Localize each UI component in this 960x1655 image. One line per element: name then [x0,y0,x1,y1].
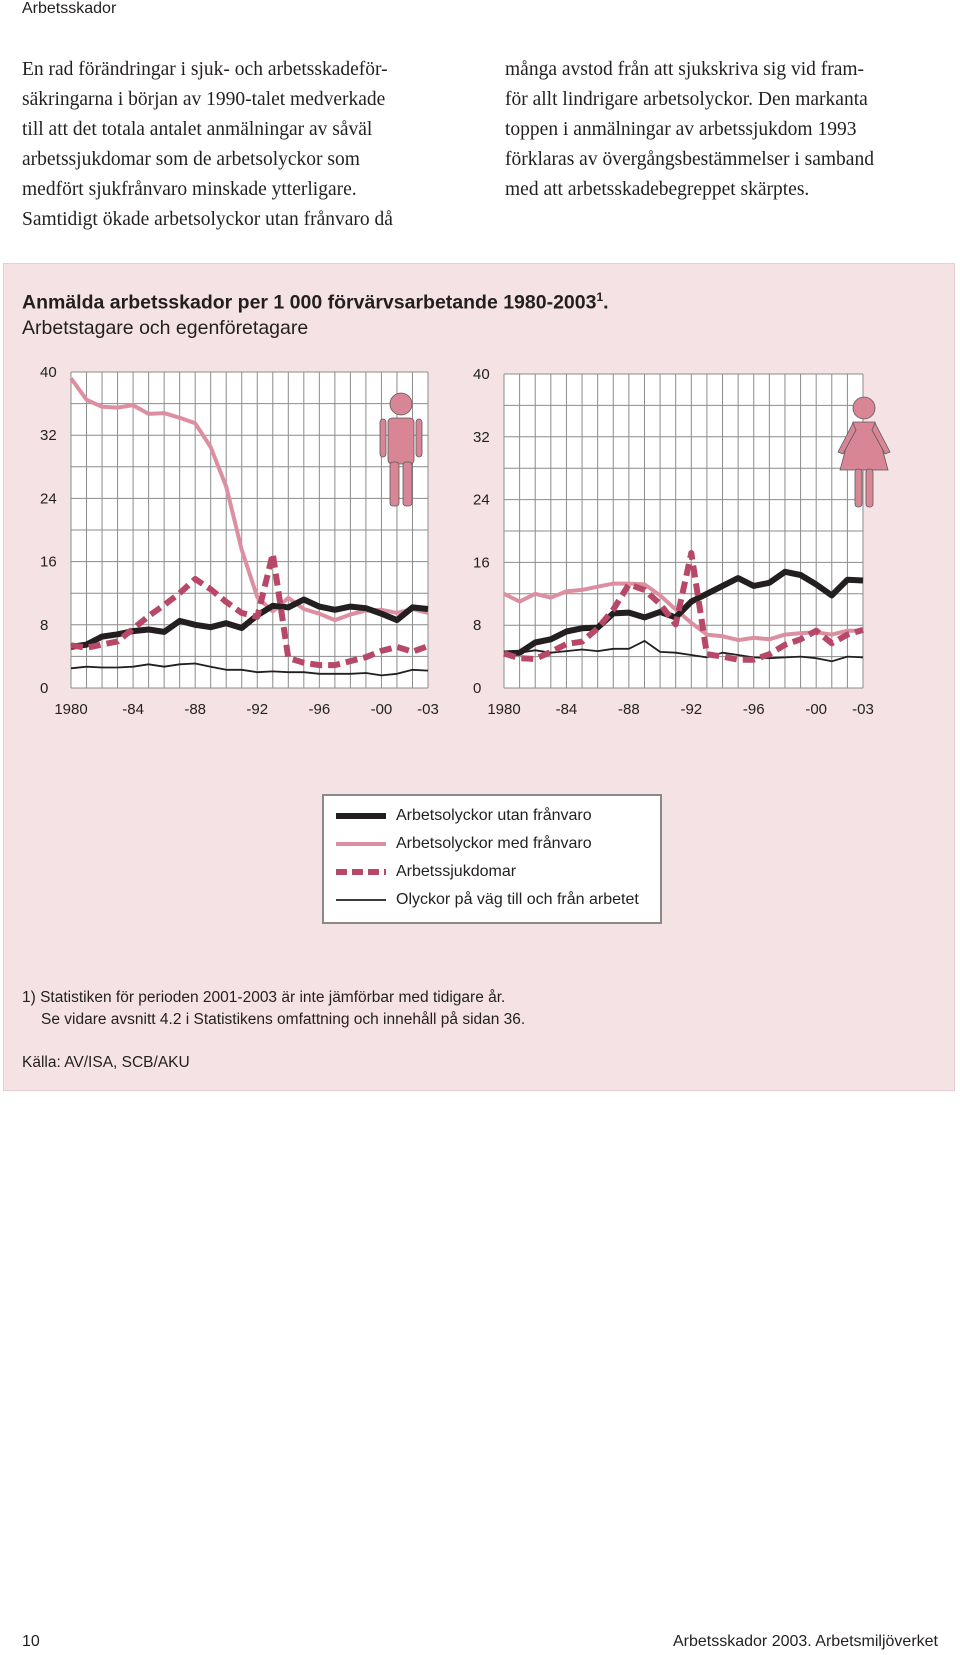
chart-legend: Arbetsolyckor utan frånvaro Arbetsolycko… [322,794,662,924]
x-tick-label: -84 [122,701,144,718]
footnote-line: 1) Statistiken för perioden 2001-2003 är… [22,989,506,1006]
intro-line: många avstod från att sjukskriva sig vid… [505,59,865,80]
legend-item: Arbetssjukdomar [334,860,516,884]
figure-head [389,392,413,416]
y-tick-label: 8 [473,617,481,634]
intro-line: medfört sjukfrånvaro minskade ytterligar… [22,179,357,200]
intro-text-right: många avstod från att sjukskriva sig vid… [505,55,937,205]
series-line-med-franvaro [503,581,863,643]
x-tick-label: 1980 [487,701,520,718]
legend-label: Arbetssjukdomar [396,863,517,880]
x-tick-label: -92 [680,701,702,718]
chart-title-footnote-ref: 1 [596,290,604,304]
x-tick-label: -00 [371,701,393,718]
legend-label: Arbetsolyckor utan frånvaro [396,807,592,824]
y-tick-label: 32 [40,427,57,444]
chart-subtitle: Arbetstagare och egenföretagare [22,317,309,339]
chart-panel: Anmälda arbetsskador per 1 000 förvärvsa… [3,263,955,1091]
chart-title: Anmälda arbetsskador per 1 000 förvärvsa… [22,290,609,315]
legend-swatch [336,899,386,901]
x-tick-label: 1980 [54,701,87,718]
figure-leg [854,468,863,508]
legend-item: Olyckor på väg till och från arbetet [334,888,639,912]
intro-line: En rad förändringar i sjuk- och arbetssk… [22,59,388,80]
intro-line: arbetssjukdomar som de arbetsolyckor som [22,149,360,170]
y-tick-label: 0 [40,680,48,697]
intro-line: säkringarna i början av 1990-talet medve… [22,89,386,110]
figure-arm [837,422,857,455]
y-tick-label: 40 [40,364,57,381]
intro-text-left: En rad förändringar i sjuk- och arbetssk… [22,55,454,235]
figure-head [852,396,876,420]
figure-torso [387,417,415,465]
source-note: Källa: AV/ISA, SCB/AKU [22,1054,190,1071]
chart-title-suffix: . [603,291,609,314]
chart-men: 0 8 16 24 32 40 1980 -84 -88 -92 -96 -00 -03 [40,364,439,718]
x-tick-label: -03 [417,701,439,718]
x-tick-label: -92 [246,701,268,718]
footnote: 1) Statistiken för perioden 2001-2003 är… [22,987,525,1031]
x-tick-label: -88 [618,701,640,718]
chart-plots: 0 8 16 24 32 40 1980 -84 -88 -92 -96 -00 -03 0 8 16 24 32… [40,364,891,718]
y-tick-label: 24 [473,492,490,509]
figure-arm [415,418,423,458]
y-tick-label: 40 [473,366,490,383]
figure-leg [389,461,400,507]
intro-line: för allt lindrigare arbetsolyckor. Den m… [505,89,868,110]
intro-line: Samtidigt ökade arbetsolyckor utan frånv… [22,209,393,230]
running-head: Arbetsskador [22,0,117,17]
legend-swatch [336,869,386,875]
intro-line: toppen i anmälningar av arbetssjukdom 19… [505,119,857,140]
y-tick-label: 0 [473,680,481,697]
figure-arm [379,418,387,458]
intro-line: förklaras av övergångsbestämmelser i sam… [505,149,874,170]
chart-women: 0 8 16 24 32 40 1980 -84 -88 -92 -96 -00 -03 [473,366,874,718]
y-tick-label: 32 [473,429,490,446]
series-line-vag [503,639,864,663]
page-number: 10 [22,1633,40,1650]
y-tick-label: 8 [40,617,48,634]
y-tick-label: 24 [40,490,57,507]
chart-title-text: Anmälda arbetsskador per 1 000 förvärvsa… [22,291,597,314]
man-figure-icon [379,392,423,507]
x-tick-label: -84 [556,701,578,718]
x-tick-label: -00 [805,701,827,718]
footnote-line: Se vidare avsnitt 4.2 i Statistikens omf… [41,1011,526,1028]
legend-label: Arbetsolyckor med frånvaro [396,835,592,852]
woman-figure-icon [837,396,891,508]
publication-footer: Arbetsskador 2003. Arbetsmiljöverket [672,1633,938,1650]
intro-line: med att arbetsskadebegreppet skärptes. [505,179,810,200]
legend-swatch [336,842,386,846]
x-tick-label: -88 [184,701,206,718]
figure-arm [871,422,891,455]
y-tick-label: 16 [473,554,490,571]
legend-item: Arbetsolyckor med frånvaro [334,832,592,856]
y-tick-label: 16 [40,554,57,571]
legend-item: Arbetsolyckor utan frånvaro [334,804,592,828]
x-tick-label: -03 [852,701,874,718]
x-tick-label: -96 [743,701,765,718]
series-line-utan-franvaro [503,568,864,657]
intro-line: till att det totala antalet anmälningar … [22,119,373,140]
x-tick-label: -96 [309,701,331,718]
series-line-arbetssjukdomar [503,550,864,663]
legend-swatch [336,813,386,819]
legend-label: Olyckor på väg till och från arbetet [396,891,639,908]
figure-leg [402,461,413,507]
series-line-vag [70,662,429,677]
figure-leg [865,468,874,508]
series-line-arbetssjukdomar [70,550,430,669]
